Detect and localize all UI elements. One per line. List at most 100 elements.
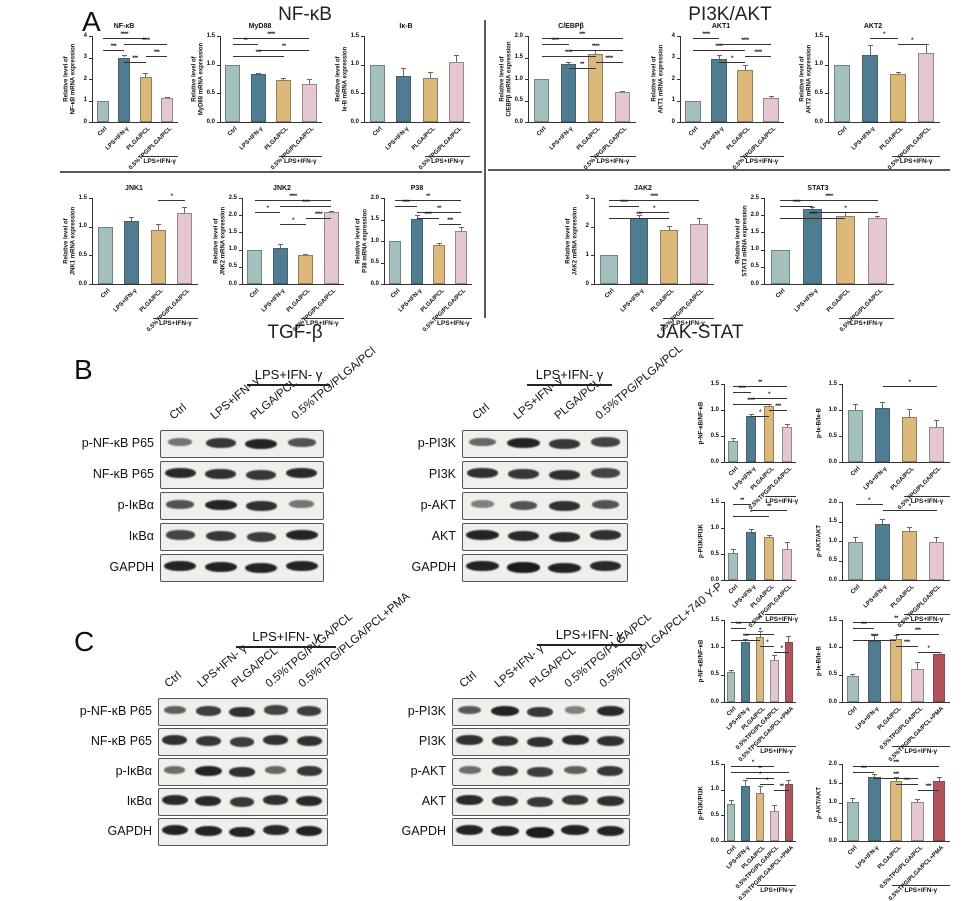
protein-band [491, 735, 519, 747]
protein-band [164, 467, 196, 479]
section-header-nfkb: NF-κB [278, 4, 332, 25]
treatment-bracket-line [891, 746, 950, 747]
protein-band [507, 437, 540, 449]
error-bar-cap [730, 548, 736, 550]
y-tick-label: 1.5 [710, 380, 719, 387]
significance-stars: ** [437, 206, 441, 212]
y-tick-label: 1.0 [814, 61, 823, 68]
significance-line [568, 50, 623, 51]
protein-band [161, 824, 188, 836]
error-bar-cap [748, 528, 754, 530]
bar [901, 531, 918, 580]
y-tick [839, 560, 842, 562]
error-bar [759, 786, 761, 793]
significance-stars: *** [860, 766, 867, 772]
significance-line [780, 200, 878, 201]
significance-stars: **** [747, 398, 755, 404]
y-tick-label: 0.5 [710, 671, 719, 678]
x-axis [92, 122, 178, 123]
y-tick [721, 764, 724, 765]
y-tick-label: 1.5 [828, 380, 837, 387]
significance-stars: *** [742, 634, 749, 640]
protein-band [490, 825, 519, 837]
significance-stars: * [759, 410, 761, 416]
blot-row-label: AKT [421, 794, 446, 808]
error-bar [638, 214, 640, 219]
error-bar [773, 805, 775, 812]
y-tick [361, 122, 364, 123]
chart-title: P38 [410, 185, 424, 192]
error-bar [308, 79, 310, 84]
treatment-overline [537, 644, 642, 646]
protein-band [204, 499, 237, 511]
y-tick-label: 1.5 [206, 32, 215, 39]
y-tick-label: 2 [83, 75, 87, 82]
error-bar [438, 243, 440, 246]
y-tick-label: 1.0 [828, 799, 837, 805]
protein-band [296, 735, 322, 747]
panel-a-label: A [82, 6, 101, 37]
significance-stars: **** [424, 212, 432, 218]
y-tick-label: 1.0 [350, 61, 359, 68]
x-axis [242, 284, 344, 285]
significance-stars: *** [132, 56, 138, 62]
y-axis [724, 620, 725, 703]
error-bar-cap [880, 518, 885, 520]
protein-band [296, 825, 323, 837]
protein-band [590, 468, 621, 478]
error-bar [855, 537, 856, 542]
significance-stars: **** [870, 634, 879, 640]
bar [587, 54, 604, 122]
significance-stars: **** [650, 194, 658, 200]
error-bar [917, 662, 919, 669]
protein-band [196, 706, 221, 716]
error-bar-cap [458, 227, 464, 229]
y-tick-label: 1.0 [228, 246, 237, 253]
protein-band [507, 561, 540, 573]
bar-chart-c4: p-AKT/AKT 0.0 0.5 1.0 1.5 2.0 Ctrl LPS+IFN-γ PLG… [812, 756, 958, 901]
error-bar-cap [810, 207, 816, 209]
error-bar-cap [768, 96, 774, 98]
error-bar-cap [436, 243, 442, 245]
significance-stars: * [750, 510, 752, 516]
y-tick-label: 1.0 [828, 537, 837, 544]
bar [763, 406, 775, 462]
error-bar-cap [277, 244, 283, 246]
y-tick-label: 0.5 [710, 550, 719, 557]
bar [250, 73, 266, 122]
error-bar-cap [893, 634, 899, 636]
significance-stars: ** [758, 766, 762, 772]
protein-band [596, 705, 624, 717]
bar-chart-a7: JNK1 Relative level of JNK1 mRNA expressi… [62, 184, 206, 336]
y-tick [677, 100, 680, 102]
y-tick [677, 122, 680, 123]
y-tick-label: 0.5 [828, 432, 837, 439]
y-tick-label: 0.0 [828, 576, 837, 583]
y-axis [92, 36, 93, 123]
protein-band [509, 500, 538, 510]
error-bar [750, 413, 752, 417]
protein-band [526, 797, 554, 807]
significance-line [780, 206, 813, 207]
error-bar [698, 218, 700, 224]
x-axis [724, 702, 796, 703]
significance-line [751, 416, 769, 417]
x-axis [842, 841, 950, 842]
y-tick [839, 802, 842, 804]
bar [139, 76, 152, 122]
blot-row-label: IκBα [128, 529, 154, 543]
protein-band [167, 438, 193, 446]
protein-band [527, 767, 553, 777]
bar [410, 218, 424, 284]
lane-label: Ctrl [457, 669, 479, 691]
significance-stars: ** [758, 380, 762, 386]
protein-band [466, 560, 499, 572]
error-bar [786, 542, 788, 550]
significance-stars: *** [893, 760, 899, 766]
error-bar-cap [915, 662, 921, 664]
error-bar-cap [786, 635, 792, 637]
error-bar [909, 526, 910, 532]
bar [560, 63, 577, 122]
bar-chart-a4: C/EBPβ Relative level of C/EBPβ mRNA expr… [498, 22, 644, 174]
significance-line [102, 50, 125, 51]
